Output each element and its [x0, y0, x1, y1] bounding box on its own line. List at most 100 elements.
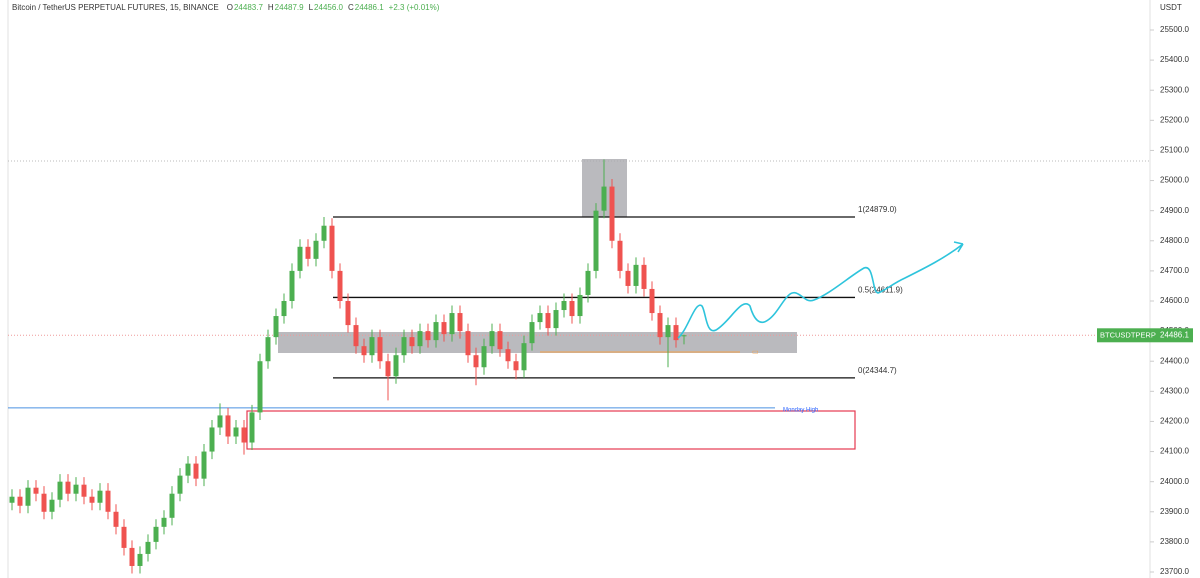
y-tick-label: 24400.0	[1160, 356, 1189, 365]
candle-body	[585, 270, 591, 295]
y-tick-label: 24600.0	[1160, 296, 1189, 305]
y-axis-title: USDT	[1160, 3, 1182, 12]
candle-body	[257, 361, 263, 413]
info-value: 24487.9	[275, 3, 304, 12]
candle-body	[433, 322, 439, 341]
projection-path	[677, 241, 964, 339]
candle-body	[209, 427, 215, 452]
support-zone	[278, 332, 797, 353]
fib-label: 0(24344.7)	[858, 366, 897, 375]
candle-body	[545, 313, 551, 329]
candle-body	[17, 496, 23, 506]
candle-body	[41, 493, 47, 512]
candle-body	[465, 331, 471, 356]
candle-body	[673, 325, 679, 341]
candle-body	[97, 490, 103, 503]
fib-label: 0.5(24611.9)	[858, 286, 903, 295]
candle-body	[73, 484, 79, 494]
price-tag-symbol: BTCUSDTPERP	[1100, 330, 1156, 339]
y-tick-label: 25200.0	[1160, 115, 1189, 124]
candle-body	[113, 511, 119, 527]
y-tick-label: 24900.0	[1160, 206, 1189, 215]
candle-body	[577, 294, 583, 317]
candle-body	[657, 313, 663, 338]
y-tick-label: 24800.0	[1160, 236, 1189, 245]
y-tick-label: 23900.0	[1160, 507, 1189, 516]
candle-body	[137, 553, 143, 566]
info-key: O	[227, 3, 233, 12]
candle-body	[273, 316, 279, 338]
candle-body	[145, 541, 151, 554]
y-tick-label: 25300.0	[1160, 85, 1189, 94]
candle-body	[497, 331, 503, 350]
candle-body	[441, 322, 447, 335]
candle-body	[601, 186, 607, 211]
candle-body	[313, 240, 319, 259]
candle-body	[457, 313, 463, 332]
y-tick-label: 25400.0	[1160, 55, 1189, 64]
candle-body	[617, 240, 623, 271]
candle-body	[361, 346, 367, 356]
candle-body	[353, 325, 359, 347]
candle-body	[297, 246, 303, 271]
candle-body	[345, 301, 351, 326]
candle-body	[129, 547, 135, 566]
candle-body	[385, 361, 391, 377]
candle-body	[337, 270, 343, 301]
y-tick-label: 23700.0	[1160, 567, 1189, 576]
candle-body	[233, 427, 239, 437]
candle-body	[49, 499, 55, 512]
candle-body	[649, 288, 655, 314]
orange-mark: ▭	[752, 349, 759, 356]
candle-body	[537, 313, 543, 323]
candle-body	[225, 415, 231, 437]
info-change: +2.3 (+0.01%)	[389, 3, 440, 12]
candle-body	[633, 264, 639, 286]
candle-body	[321, 225, 327, 241]
monday-high-label: Monday High	[783, 407, 818, 413]
candle-body	[593, 210, 599, 271]
candle-body	[449, 313, 455, 335]
y-tick-label: 25100.0	[1160, 146, 1189, 155]
candle-body	[489, 331, 495, 347]
fib-label: 1(24879.0)	[858, 205, 897, 214]
info-value: 24486.1	[355, 3, 384, 12]
candle-body	[529, 322, 535, 344]
candle-body	[305, 246, 311, 259]
candle-body	[681, 335, 687, 337]
candle-body	[249, 412, 255, 443]
candle-body	[561, 301, 567, 311]
candle-body	[481, 346, 487, 368]
candle-body	[169, 493, 175, 518]
plot: 1(24879.0) 0.5(24611.9) 0(24344.7) Monday H…	[8, 159, 1150, 574]
candle-body	[89, 496, 95, 503]
candle-body	[569, 301, 575, 317]
candle-body	[241, 427, 247, 443]
candle-body	[265, 337, 271, 362]
candle-body	[217, 415, 223, 428]
candle-body	[193, 463, 199, 479]
chart-title: Bitcoin / TetherUS PERPETUAL FUTURES, 15…	[12, 3, 219, 12]
candle-body	[25, 487, 31, 506]
candle-body	[369, 337, 375, 356]
candle-body	[185, 463, 191, 476]
candle-body	[425, 331, 431, 341]
info-value: 24483.7	[234, 3, 263, 12]
y-tick-label: 23800.0	[1160, 537, 1189, 546]
candle-body	[505, 349, 511, 362]
candle-body	[105, 490, 111, 512]
candle-body	[513, 361, 519, 371]
candle-body	[553, 310, 559, 329]
candle-body	[281, 301, 287, 317]
y-tick-label: 24200.0	[1160, 417, 1189, 426]
candle-body	[521, 343, 527, 371]
y-tick-label: 24100.0	[1160, 447, 1189, 456]
candle-body	[329, 225, 335, 271]
candle-body	[121, 526, 127, 548]
candle-body	[393, 355, 399, 377]
candle-body	[641, 264, 647, 289]
info-value: 24456.0	[314, 3, 343, 12]
y-tick-label: 25000.0	[1160, 176, 1189, 185]
